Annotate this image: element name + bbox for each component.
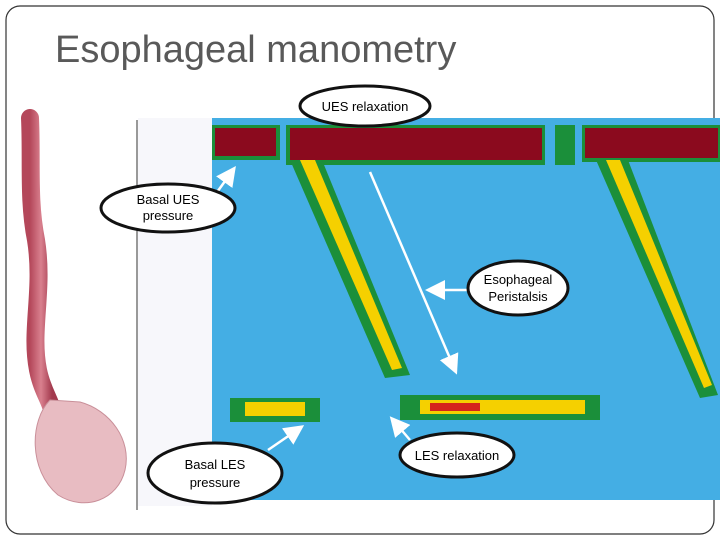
callout-ues-relaxation: UES relaxation [298,84,432,128]
callout-text: Basal LES [185,457,246,472]
callout-text: pressure [190,475,241,490]
esophagus-illustration [21,109,127,504]
callout-text: Basal UES [137,192,200,207]
callout-les-relaxation: LES relaxation [398,431,516,479]
callout-basal-les: Basal LES pressure [146,441,284,505]
callout-basal-ues: Basal UES pressure [99,182,237,234]
callout-text: LES relaxation [415,448,500,463]
callout-text: UES relaxation [322,99,409,114]
callout-text: Peristalsis [488,289,548,304]
callout-text: pressure [143,208,194,223]
callout-text: Esophageal [484,272,553,287]
callout-peristalsis: Esophageal Peristalsis [466,259,570,317]
slide-title: Esophageal manometry [55,29,456,71]
